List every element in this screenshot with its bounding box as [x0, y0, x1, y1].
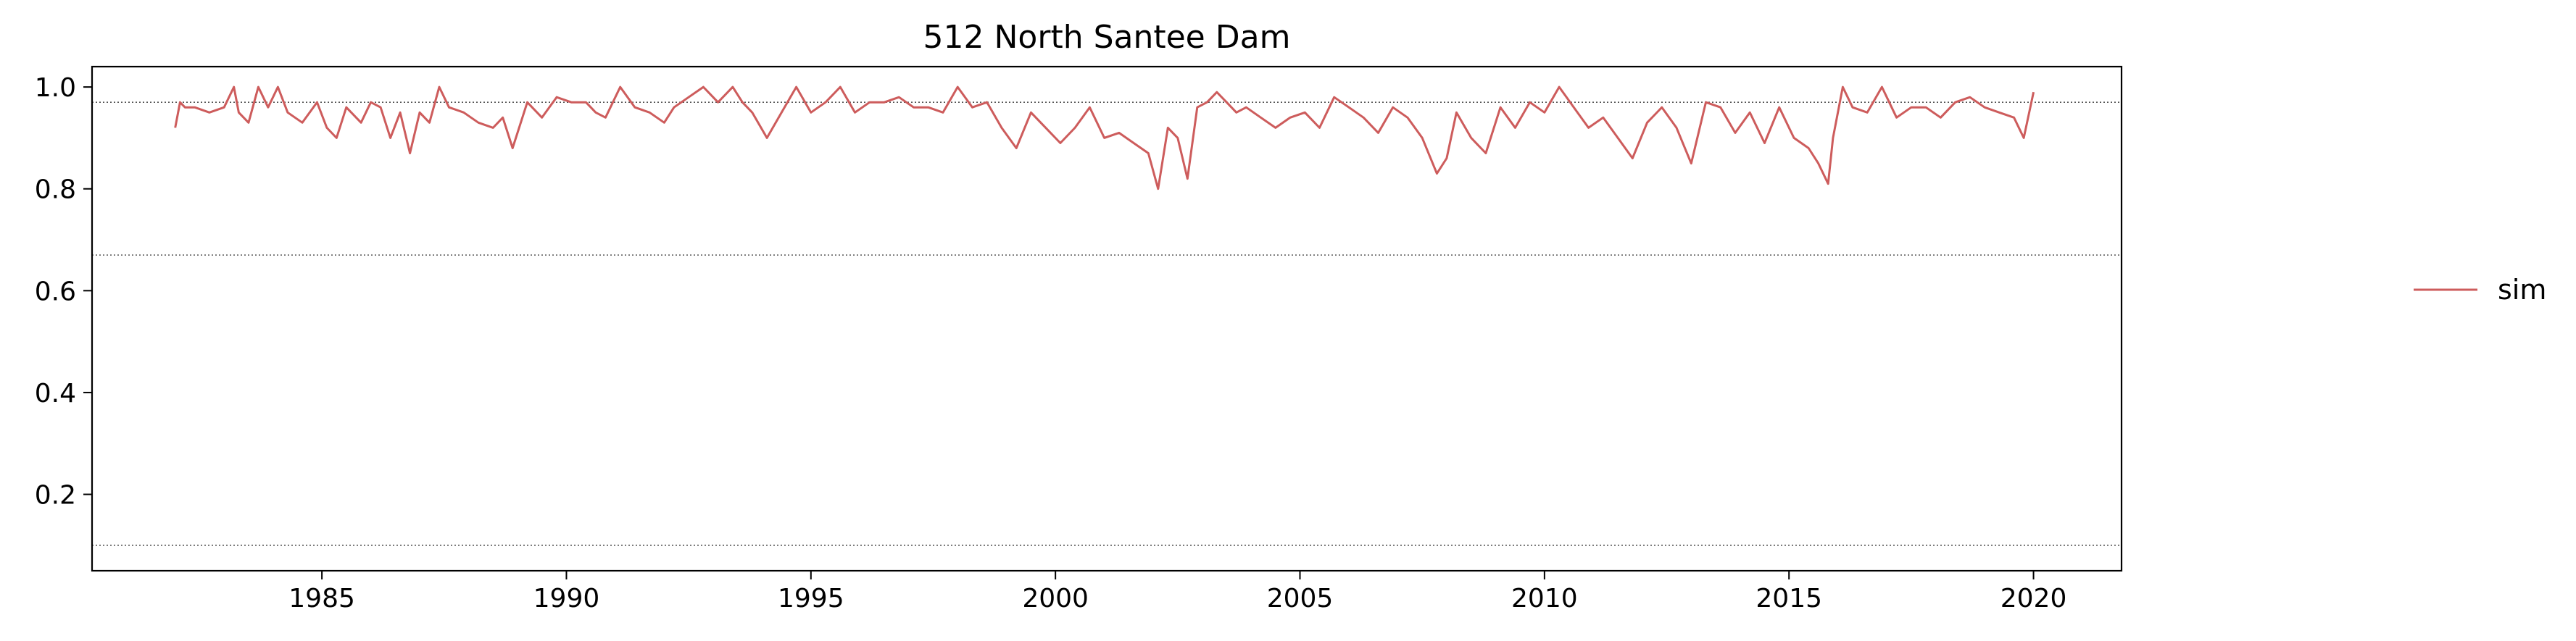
- series-layer: [174, 85, 2035, 190]
- series-line-sim: [174, 85, 2035, 190]
- reference-lines: [92, 101, 2122, 546]
- chart-title: 512 North Santee Dam: [923, 19, 1291, 56]
- y-tick-label: 0.6: [35, 277, 76, 306]
- plot-frame: [91, 65, 2123, 572]
- x-tick-label: 1995: [778, 584, 844, 613]
- x-tick-label: 2010: [1511, 584, 1578, 613]
- y-tick-label: 0.4: [35, 379, 76, 409]
- x-tick-label: 1985: [288, 584, 355, 613]
- legend-label-sim: sim: [2498, 274, 2546, 306]
- x-tick-label: 1990: [533, 584, 600, 613]
- x-axis: 1985 1990 1995 2000 2005 2010 2015 2020: [288, 571, 2066, 613]
- x-tick-label: 2005: [1267, 584, 1334, 613]
- legend: sim: [2414, 274, 2546, 306]
- x-tick-label: 2020: [2000, 584, 2067, 613]
- y-axis: 0.2 0.4 0.6 0.8 1.0: [35, 73, 92, 511]
- x-tick-label: 2000: [1022, 584, 1089, 613]
- y-tick-label: 0.8: [35, 175, 76, 205]
- x-tick-label: 2015: [1756, 584, 1822, 613]
- y-tick-label: 1.0: [35, 73, 76, 103]
- y-tick-label: 0.2: [35, 481, 76, 511]
